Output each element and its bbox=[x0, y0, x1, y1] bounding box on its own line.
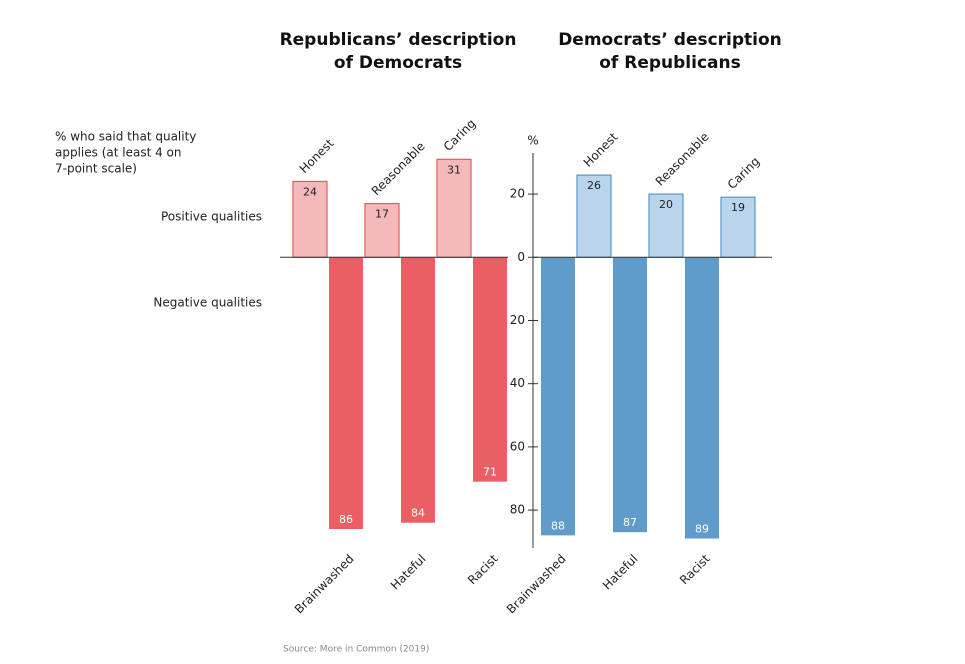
value-label: 71 bbox=[483, 466, 497, 479]
value-label: 31 bbox=[447, 163, 461, 176]
category-label: Honest bbox=[297, 136, 337, 176]
note: % who said that quality bbox=[55, 130, 196, 144]
y-tick-label: 40 bbox=[510, 376, 525, 390]
bar bbox=[685, 257, 719, 539]
bar bbox=[364, 202, 400, 258]
category-label: Brainwashed bbox=[292, 552, 357, 617]
bar bbox=[292, 180, 328, 258]
bar bbox=[720, 196, 756, 258]
category-label: Honest bbox=[581, 130, 621, 170]
y-tick-label: 0 bbox=[517, 250, 525, 264]
bar bbox=[613, 257, 647, 533]
legend-label: Negative qualities bbox=[153, 296, 262, 310]
y-tick-label: 20 bbox=[510, 313, 525, 327]
chart-title: of Democrats bbox=[334, 53, 462, 73]
value-label: 88 bbox=[551, 519, 565, 532]
bar bbox=[401, 257, 435, 523]
category-label: Reasonable bbox=[369, 139, 428, 198]
value-label: 24 bbox=[303, 185, 317, 198]
chart-title: Democrats’ description bbox=[558, 30, 782, 50]
source: Source: More in Common (2019) bbox=[283, 645, 429, 655]
bar bbox=[576, 174, 612, 258]
note: 7-point scale) bbox=[55, 162, 137, 176]
value-label: 87 bbox=[623, 516, 637, 529]
y-axis-label: % bbox=[527, 134, 538, 148]
value-label: 84 bbox=[411, 507, 425, 520]
category-label: Caring bbox=[725, 154, 763, 192]
category-label: Reasonable bbox=[653, 130, 712, 189]
legend-label: Positive qualities bbox=[161, 210, 262, 224]
value-label: 19 bbox=[731, 201, 745, 214]
category-label: Racist bbox=[465, 551, 501, 587]
value-label: 89 bbox=[695, 523, 709, 536]
value-label: 26 bbox=[587, 179, 601, 192]
category-label: Caring bbox=[441, 116, 479, 154]
y-tick-label: 60 bbox=[510, 439, 525, 453]
note: applies (at least 4 on bbox=[55, 146, 182, 160]
value-label: 20 bbox=[659, 198, 673, 211]
category-label: Hateful bbox=[600, 552, 641, 593]
category-label: Racist bbox=[677, 551, 713, 587]
y-tick-label: 20 bbox=[510, 187, 525, 201]
bar bbox=[648, 193, 684, 258]
y-tick-label: 80 bbox=[510, 503, 525, 517]
category-label: Hateful bbox=[388, 552, 429, 593]
chart-title: Republicans’ description bbox=[280, 30, 517, 50]
bar bbox=[329, 257, 363, 530]
category-label: Brainwashed bbox=[504, 552, 569, 617]
chart-title: of Republicans bbox=[599, 53, 740, 73]
bar bbox=[473, 257, 507, 482]
value-label: 86 bbox=[339, 513, 353, 526]
bar bbox=[541, 257, 575, 536]
value-label: 17 bbox=[375, 208, 389, 221]
